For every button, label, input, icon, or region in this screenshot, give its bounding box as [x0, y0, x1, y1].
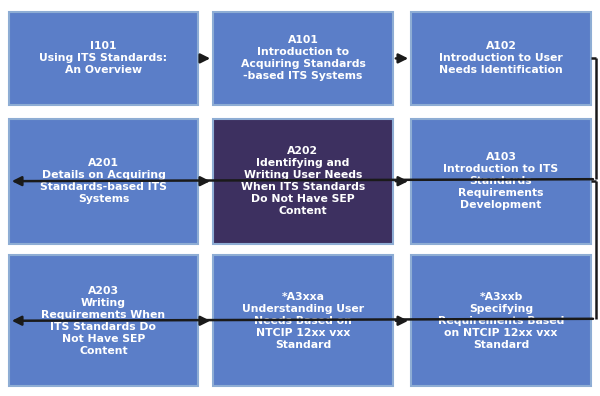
- FancyBboxPatch shape: [411, 119, 591, 244]
- Text: A201
Details on Acquiring
Standards-based ITS
Systems: A201 Details on Acquiring Standards-base…: [40, 158, 167, 204]
- FancyBboxPatch shape: [213, 12, 393, 105]
- Text: *A3xxb
Specifying
Requirements Based
on NTCIP 12xx vxx
Standard: *A3xxb Specifying Requirements Based on …: [438, 292, 564, 350]
- FancyBboxPatch shape: [9, 255, 198, 386]
- Text: A203
Writing
Requirements When
ITS Standards Do
Not Have SEP
Content: A203 Writing Requirements When ITS Stand…: [41, 286, 166, 356]
- FancyBboxPatch shape: [9, 119, 198, 244]
- FancyBboxPatch shape: [411, 255, 591, 386]
- Text: A202
Identifying and
Writing User Needs
When ITS Standards
Do Not Have SEP
Conte: A202 Identifying and Writing User Needs …: [241, 146, 365, 216]
- Text: A102
Introduction to User
Needs Identification: A102 Introduction to User Needs Identifi…: [439, 42, 563, 75]
- FancyBboxPatch shape: [9, 12, 198, 105]
- FancyBboxPatch shape: [213, 119, 393, 244]
- Text: A101
Introduction to
Acquiring Standards
-based ITS Systems: A101 Introduction to Acquiring Standards…: [241, 35, 365, 82]
- Text: I101
Using ITS Standards:
An Overview: I101 Using ITS Standards: An Overview: [40, 42, 167, 75]
- FancyBboxPatch shape: [213, 255, 393, 386]
- Text: A103
Introduction to ITS
Standards
Requirements
Development: A103 Introduction to ITS Standards Requi…: [443, 152, 559, 210]
- Text: *A3xxa
Understanding User
Needs Based on
NTCIP 12xx vxx
Standard: *A3xxa Understanding User Needs Based on…: [242, 292, 364, 350]
- FancyBboxPatch shape: [411, 12, 591, 105]
